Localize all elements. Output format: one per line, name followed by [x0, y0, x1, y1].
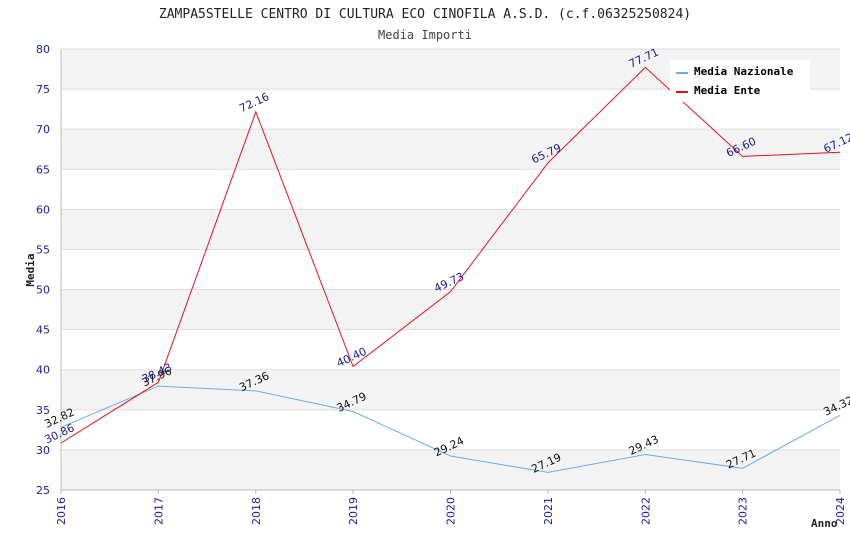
y-tick-label: 80 — [36, 43, 50, 56]
y-tick-label: 50 — [36, 284, 50, 297]
x-axis-ticks: 2016 2017 2018 2019 2020 2021 2022 2023 2024 — [55, 490, 847, 525]
grid-band — [61, 129, 840, 170]
x-tick-label: 2023 — [737, 497, 750, 525]
grid-band — [61, 449, 840, 490]
x-tick-label: 2018 — [250, 497, 263, 525]
y-tick-label: 70 — [36, 123, 50, 136]
chart-subtitle: Media Importi — [378, 28, 472, 42]
series-lines — [60, 66, 841, 473]
y-tick-label: 45 — [36, 324, 50, 337]
x-tick-label: 2024 — [834, 497, 847, 525]
data-label: 40.40 — [335, 345, 369, 370]
data-label: 72.16 — [237, 90, 271, 115]
grid-band — [61, 209, 840, 250]
series-line-media-ente — [60, 66, 841, 444]
x-tick-label: 2021 — [542, 497, 555, 525]
legend-label-ente: Media Ente — [694, 84, 761, 97]
y-tick-label: 30 — [36, 444, 50, 457]
chart-title: ZAMPA5STELLE CENTRO DI CULTURA ECO CINOF… — [159, 7, 691, 22]
series-line-media-nazionale — [60, 385, 841, 473]
legend-label-naz: Media Nazionale — [694, 65, 794, 78]
legend-box — [670, 60, 810, 102]
x-tick-label: 2017 — [152, 497, 165, 525]
y-tick-label: 35 — [36, 404, 50, 417]
grid-band — [61, 369, 840, 410]
y-axis-title: Media — [24, 253, 37, 286]
y-tick-label: 40 — [36, 364, 50, 377]
y-tick-label: 60 — [36, 203, 50, 216]
y-tick-label: 25 — [36, 484, 50, 497]
x-axis-title: Anno — [811, 517, 838, 530]
grid-bands — [61, 48, 840, 491]
y-axis-ticks: 25 30 35 40 45 50 55 60 65 70 75 80 — [36, 43, 50, 497]
grid-band — [61, 289, 840, 330]
x-tick-label: 2020 — [445, 497, 458, 525]
y-tick-label: 75 — [36, 83, 50, 96]
y-tick-label: 65 — [36, 163, 50, 176]
y-tick-label: 55 — [36, 243, 50, 256]
x-tick-label: 2022 — [639, 497, 652, 525]
legend: Media Nazionale Media Ente — [670, 60, 810, 102]
x-tick-label: 2019 — [347, 497, 360, 525]
x-tick-label: 2016 — [55, 497, 68, 525]
